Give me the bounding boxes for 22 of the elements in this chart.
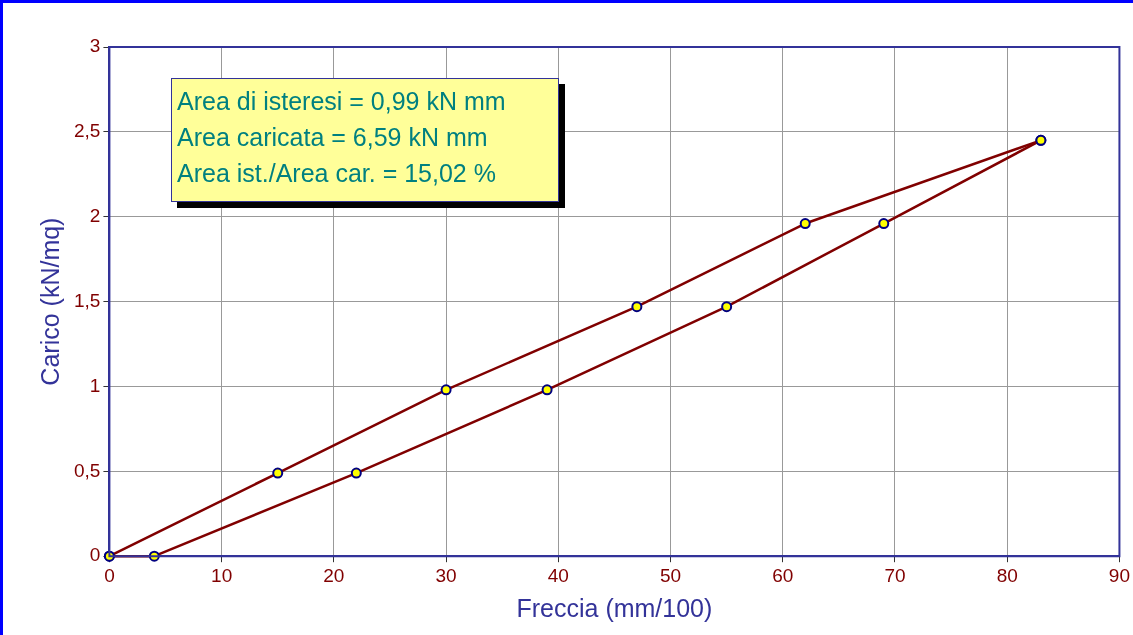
annotation: Area ist./Area car. = 15,02 % [177,158,497,189]
annotation: Area caricata = 6,59 kN mm [177,122,489,153]
y-axis-title: Carico (kN/mq) [35,217,64,386]
x-tick-label: 10 [211,564,233,586]
x-tick-label: 0 [104,564,115,586]
y-tick-label: 0,5 [73,459,101,481]
y-tick-label: 1 [89,374,101,396]
x-tick-label: 80 [996,564,1018,586]
x-tick-label: 40 [547,564,569,586]
annotation: Area di isteresi = 0,99 kN mm [177,86,506,117]
x-tick-label: 30 [435,564,457,586]
y-tick-label: 0 [89,544,101,566]
x-tick-label: 90 [1108,564,1130,586]
x-tick-label: 70 [884,564,906,586]
y-tick-label: 3 [89,35,101,57]
x-tick-label: 60 [772,564,794,586]
y-tick-label: 2,5 [73,120,101,142]
x-axis-title: Freccia (mm/100) [516,593,713,622]
y-tick-label: 2 [89,204,101,226]
x-tick-label: 20 [323,564,345,586]
y-tick-label: 1,5 [73,289,101,311]
x-tick-label: 50 [659,564,682,586]
